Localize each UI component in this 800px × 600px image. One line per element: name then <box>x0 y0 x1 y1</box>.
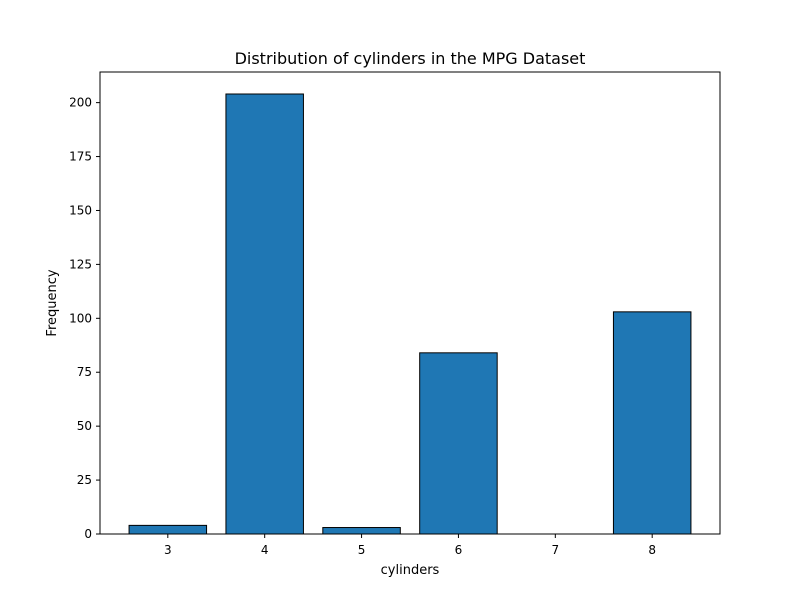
y-tick-label: 100 <box>69 311 92 325</box>
plot-area-frame <box>99 71 721 535</box>
y-tick-label: 125 <box>69 257 92 271</box>
y-tick-label: 75 <box>77 365 92 379</box>
chart-title: Distribution of cylinders in the MPG Dat… <box>235 49 586 68</box>
bar-8 <box>612 311 692 535</box>
bars-layer <box>128 93 692 535</box>
x-tick-label: 7 <box>551 543 559 557</box>
y-tick-label: 200 <box>69 96 92 110</box>
x-tick-label: 4 <box>261 543 269 557</box>
y-tick-label: 50 <box>77 419 92 433</box>
bar-4 <box>225 93 304 535</box>
bar-3 <box>128 524 208 535</box>
y-axis-label: Frequency <box>45 269 60 336</box>
x-axis-ticks: 3 4 5 6 7 8 <box>164 534 656 557</box>
y-axis-ticks: 0 25 50 75 100 125 150 175 200 <box>69 96 100 541</box>
bar-5 <box>322 527 401 535</box>
y-tick-label: 0 <box>84 527 92 541</box>
x-tick-label: 6 <box>455 543 463 557</box>
x-axis-label: cylinders <box>381 563 440 578</box>
y-tick-label: 25 <box>77 473 92 487</box>
y-tick-label: 150 <box>69 203 92 217</box>
x-tick-label: 8 <box>648 543 656 557</box>
x-tick-label: 5 <box>358 543 366 557</box>
x-tick-label: 3 <box>164 543 172 557</box>
bar-6 <box>419 352 498 535</box>
y-tick-label: 175 <box>69 150 92 164</box>
